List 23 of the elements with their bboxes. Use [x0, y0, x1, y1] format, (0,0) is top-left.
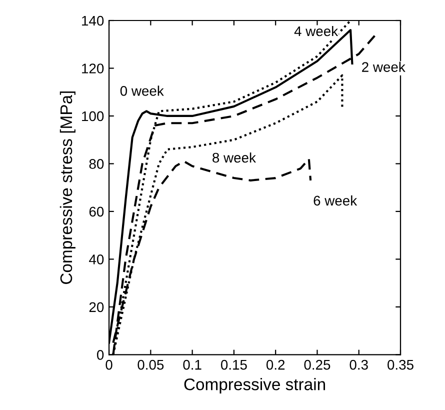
y-tick-label: 20: [89, 302, 104, 312]
y-tick-label: 40: [89, 254, 104, 264]
x-tick-label: 0.1: [183, 360, 202, 370]
x-tick-label: 0.3: [350, 360, 368, 370]
y-tick-label: 60: [89, 206, 104, 217]
annotation: 8 week: [212, 152, 256, 163]
y-tick-label: 140: [82, 16, 104, 26]
y-axis-title: Compressive stress [MPa]: [60, 92, 76, 284]
x-tick-label: 0.2: [266, 360, 285, 370]
y-tick-label: 120: [82, 64, 104, 74]
x-tick-label: 0.35: [388, 360, 414, 370]
x-axis-title: Compressive strain: [184, 378, 325, 394]
annotation: 4 week: [294, 26, 338, 36]
annotation: 2 week: [362, 62, 406, 72]
x-tick-label: 0.25: [304, 360, 330, 370]
x-tick-label: 0.15: [220, 360, 247, 370]
annotation: 0 week: [120, 86, 164, 96]
y-tick-label: 80: [89, 159, 104, 169]
y-tick-label: 0: [96, 350, 104, 360]
x-tick-label: 0: [106, 360, 112, 370]
annotation: 6 week: [314, 195, 358, 206]
y-tick-label: 100: [82, 111, 104, 122]
x-tick-label: 0.05: [138, 360, 164, 370]
